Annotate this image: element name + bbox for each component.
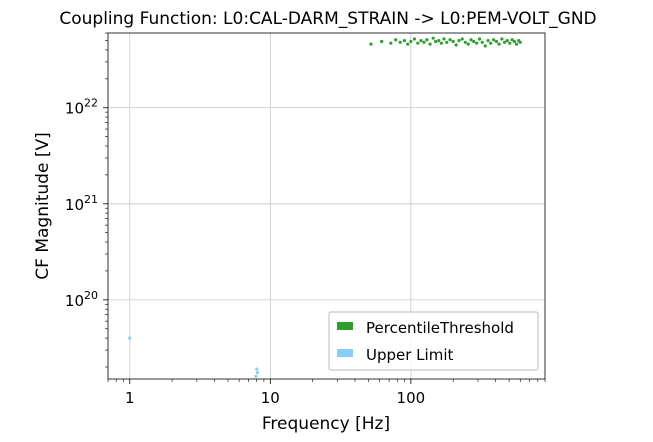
point-percentilethreshold (500, 37, 504, 41)
point-percentilethreshold (466, 42, 470, 46)
point-percentilethreshold (508, 41, 512, 45)
point-upper-limit (128, 336, 132, 340)
point-percentilethreshold (437, 39, 441, 43)
point-percentilethreshold (406, 42, 410, 46)
point-percentilethreshold (477, 37, 482, 41)
point-percentilethreshold (505, 39, 509, 43)
point-percentilethreshold (480, 40, 484, 44)
point-percentilethreshold (475, 41, 479, 45)
point-percentilethreshold (369, 42, 373, 46)
legend-box (328, 311, 539, 371)
point-percentilethreshold (448, 38, 452, 42)
point-percentilethreshold (416, 41, 420, 45)
x-axis-ticks: 1 10 100 (107, 379, 546, 407)
point-percentilethreshold (394, 38, 398, 42)
point-percentilethreshold (380, 39, 384, 44)
point-percentilethreshold (502, 40, 507, 44)
grid-lines (108, 33, 545, 379)
y-tick-label: 1022 (65, 97, 98, 118)
point-upper-limit (255, 367, 259, 371)
point-percentilethreshold (489, 41, 493, 45)
x-tick-label: 10 (261, 389, 280, 407)
point-percentilethreshold (431, 36, 435, 40)
point-percentilethreshold (457, 39, 461, 43)
point-percentilethreshold (469, 38, 473, 42)
y-tick-label: 1021 (65, 193, 98, 214)
x-tick-label: 100 (397, 389, 426, 407)
point-percentilethreshold (510, 38, 514, 42)
point-percentilethreshold (422, 40, 426, 44)
point-percentilethreshold (412, 37, 417, 41)
point-percentilethreshold (434, 39, 438, 44)
x-axis-label: Frequency [Hz] (262, 414, 390, 434)
legend-swatch-percentile-threshold (337, 322, 353, 330)
plot-area-frame (107, 32, 546, 380)
point-percentilethreshold (398, 40, 402, 44)
point-percentilethreshold (483, 44, 487, 48)
point-percentilethreshold (497, 42, 501, 46)
point-percentilethreshold (402, 39, 407, 43)
point-percentilethreshold (419, 39, 423, 43)
point-percentilethreshold (454, 43, 458, 47)
point-percentilethreshold (439, 41, 444, 45)
data-points (128, 36, 522, 378)
point-percentilethreshold (442, 37, 446, 41)
point-percentilethreshold (425, 38, 429, 42)
legend-swatch-upper-limit (337, 349, 353, 357)
legend-label-percentile-threshold: PercentileThreshold (366, 319, 514, 337)
point-percentilethreshold (460, 37, 464, 41)
point-percentilethreshold (409, 39, 413, 44)
y-axis-label: CF Magnitude [V] (33, 132, 53, 279)
point-percentilethreshold (428, 42, 432, 46)
x-tick-label: 1 (125, 389, 135, 407)
legend: PercentileThreshold Upper Limit (328, 311, 539, 371)
point-percentilethreshold (518, 40, 522, 44)
y-tick-label: 1020 (65, 289, 98, 310)
point-upper-limit (255, 370, 260, 375)
point-percentilethreshold (486, 39, 490, 43)
point-percentilethreshold (389, 41, 393, 45)
point-percentilethreshold (472, 39, 476, 44)
point-upper-limit (254, 374, 258, 378)
point-percentilethreshold (494, 39, 499, 44)
point-percentilethreshold (451, 39, 455, 44)
point-percentilethreshold (463, 40, 467, 44)
point-percentilethreshold (492, 38, 496, 42)
y-axis-ticks: 1020 1021 1022 (65, 32, 108, 368)
point-percentilethreshold (445, 40, 449, 44)
legend-label-upper-limit: Upper Limit (366, 346, 453, 364)
point-percentilethreshold (512, 39, 516, 44)
chart-title: Coupling Function: L0:CAL-DARM_STRAIN ->… (59, 9, 596, 29)
point-percentilethreshold (514, 42, 519, 46)
